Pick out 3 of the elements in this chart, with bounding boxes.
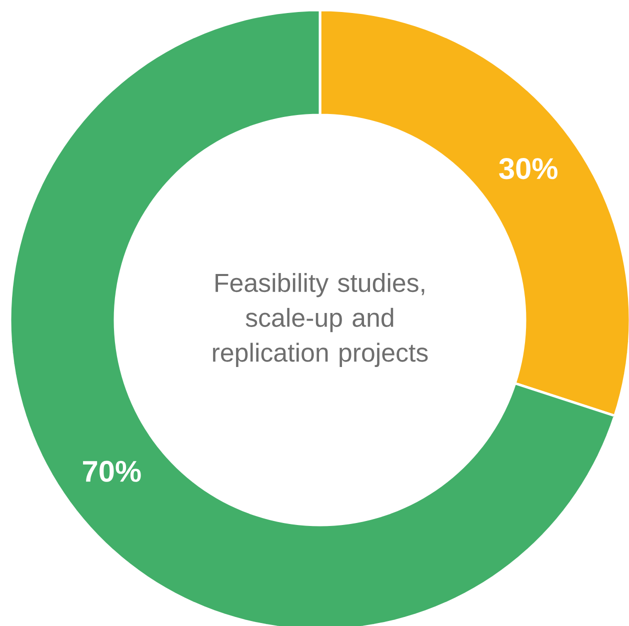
text: Feasibility studies, scale-up and replication projects [213, 273, 428, 367]
data-label: 70% [83, 460, 141, 482]
data-label: 30% [499, 158, 558, 180]
